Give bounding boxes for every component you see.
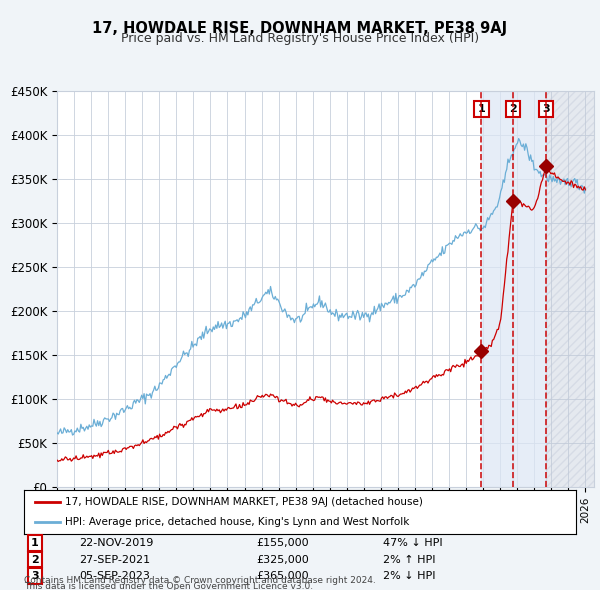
Text: 17, HOWDALE RISE, DOWNHAM MARKET, PE38 9AJ: 17, HOWDALE RISE, DOWNHAM MARKET, PE38 9… (92, 21, 508, 35)
Text: 1: 1 (31, 538, 39, 548)
Text: 3: 3 (542, 104, 550, 114)
Text: This data is licensed under the Open Government Licence v3.0.: This data is licensed under the Open Gov… (24, 582, 313, 590)
Text: £365,000: £365,000 (256, 571, 308, 581)
Text: £325,000: £325,000 (256, 555, 308, 565)
Bar (546, 91, 594, 487)
Bar (513, 91, 546, 487)
Text: Price paid vs. HM Land Registry's House Price Index (HPI): Price paid vs. HM Land Registry's House … (121, 32, 479, 45)
Text: HPI: Average price, detached house, King's Lynn and West Norfolk: HPI: Average price, detached house, King… (65, 517, 410, 526)
Text: 27-SEP-2021: 27-SEP-2021 (79, 555, 151, 565)
Text: 1: 1 (478, 104, 485, 114)
Text: 22-NOV-2019: 22-NOV-2019 (79, 538, 154, 548)
Text: 3: 3 (31, 571, 39, 581)
Text: 05-SEP-2023: 05-SEP-2023 (79, 571, 150, 581)
Text: 2: 2 (31, 555, 39, 565)
Text: 2% ↑ HPI: 2% ↑ HPI (383, 555, 436, 565)
Text: 2% ↓ HPI: 2% ↓ HPI (383, 571, 436, 581)
Text: 2: 2 (509, 104, 517, 114)
Text: 17, HOWDALE RISE, DOWNHAM MARKET, PE38 9AJ (detached house): 17, HOWDALE RISE, DOWNHAM MARKET, PE38 9… (65, 497, 423, 507)
Bar (481, 91, 513, 487)
Text: 47% ↓ HPI: 47% ↓ HPI (383, 538, 442, 548)
Text: £155,000: £155,000 (256, 538, 308, 548)
Text: Contains HM Land Registry data © Crown copyright and database right 2024.: Contains HM Land Registry data © Crown c… (24, 576, 376, 585)
